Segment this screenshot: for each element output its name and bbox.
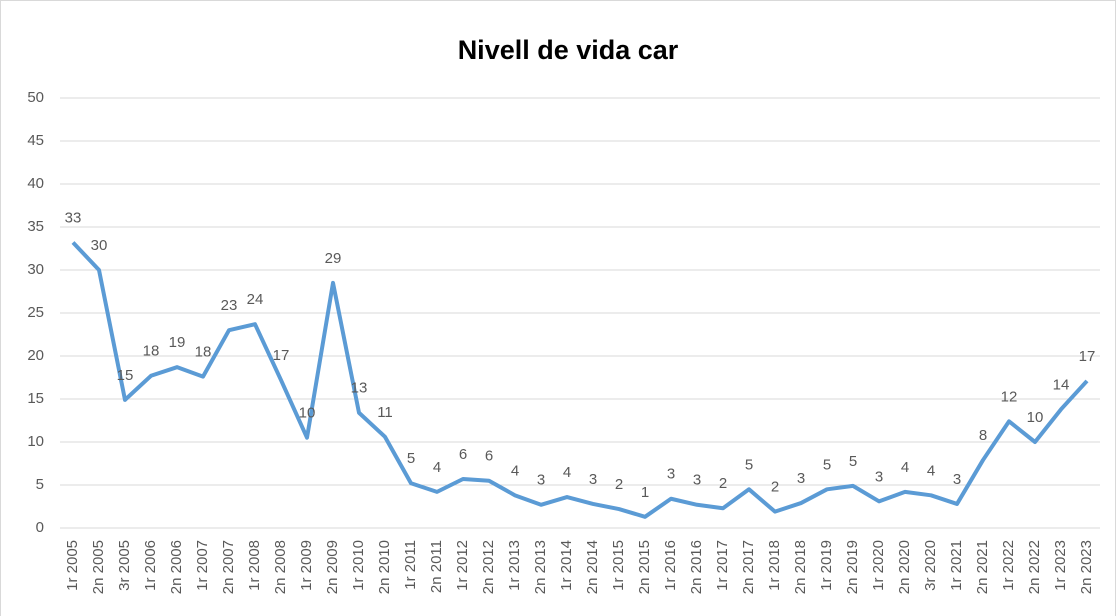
x-tick-label: 1r 2011 xyxy=(402,540,419,590)
data-label: 12 xyxy=(1001,388,1018,405)
data-label: 19 xyxy=(169,334,186,351)
y-tick-label: 30 xyxy=(27,261,44,278)
data-label: 1 xyxy=(641,484,649,501)
data-label: 15 xyxy=(117,367,134,384)
data-label: 14 xyxy=(1053,376,1070,393)
y-tick-label: 5 xyxy=(36,476,44,493)
x-tick-label: 2n 2005 xyxy=(90,540,107,594)
x-tick-label: 2n 2014 xyxy=(584,540,601,594)
x-tick-label: 2n 2020 xyxy=(896,540,913,594)
x-tick-label: 1r 2015 xyxy=(610,540,627,591)
data-label: 18 xyxy=(195,344,212,361)
data-label: 17 xyxy=(1079,348,1096,365)
data-label: 29 xyxy=(325,250,342,267)
data-label: 11 xyxy=(377,404,393,421)
y-tick-label: 35 xyxy=(27,218,44,235)
data-label: 4 xyxy=(433,459,441,476)
data-label: 24 xyxy=(247,291,264,308)
x-tick-label: 2n 2009 xyxy=(324,540,341,594)
x-tick-label: 1r 2013 xyxy=(506,540,523,591)
data-label: 3 xyxy=(693,472,701,489)
y-tick-label: 15 xyxy=(27,390,44,407)
x-tick-label: 1r 2014 xyxy=(558,540,575,591)
data-label: 3 xyxy=(953,471,961,488)
y-tick-label: 50 xyxy=(27,89,44,106)
x-tick-label: 1r 2012 xyxy=(454,540,471,591)
data-label: 5 xyxy=(823,456,831,473)
chart-title: Nivell de vida car xyxy=(458,35,679,65)
x-tick-label: 1r 2010 xyxy=(350,540,367,591)
x-tick-label: 2n 2010 xyxy=(376,540,393,594)
data-label: 4 xyxy=(563,464,571,481)
data-label: 5 xyxy=(849,453,857,470)
x-tick-label: 1r 2009 xyxy=(298,540,315,591)
data-label: 5 xyxy=(407,450,415,467)
x-tick-label: 2n 2021 xyxy=(974,540,991,594)
data-label: 10 xyxy=(299,405,316,422)
data-label: 6 xyxy=(485,448,493,465)
data-label: 4 xyxy=(927,462,935,479)
y-tick-label: 45 xyxy=(27,132,44,149)
x-tick-label: 1r 2016 xyxy=(662,540,679,591)
x-tick-label: 1r 2007 xyxy=(194,540,211,591)
data-label: 4 xyxy=(511,462,519,479)
data-label: 2 xyxy=(771,479,779,496)
data-label: 2 xyxy=(719,475,727,492)
x-tick-label: 3r 2020 xyxy=(922,540,939,591)
y-tick-label: 20 xyxy=(27,347,44,364)
data-label: 18 xyxy=(143,343,160,360)
y-tick-label: 25 xyxy=(27,304,44,321)
x-tick-label: 1r 2019 xyxy=(818,540,835,591)
data-label: 3 xyxy=(537,472,545,489)
data-label: 17 xyxy=(273,347,290,364)
data-label: 5 xyxy=(745,456,753,473)
x-tick-label: 1r 2008 xyxy=(246,540,263,591)
y-tick-label: 40 xyxy=(27,175,44,192)
data-label: 2 xyxy=(615,476,623,493)
data-label: 33 xyxy=(65,209,82,226)
data-label: 23 xyxy=(221,297,238,314)
data-label: 4 xyxy=(901,459,909,476)
data-label: 13 xyxy=(351,380,368,397)
data-label: 10 xyxy=(1027,409,1044,426)
data-label: 3 xyxy=(797,470,805,487)
x-tick-label: 1r 2020 xyxy=(870,540,887,591)
data-label: 30 xyxy=(91,237,108,254)
line xyxy=(71,241,1089,519)
x-tick-label: 2n 2016 xyxy=(688,540,705,594)
x-tick-label: 2n 2019 xyxy=(844,540,861,594)
x-tick-label: 2n 2008 xyxy=(272,540,289,594)
y-tick-label: 10 xyxy=(27,433,44,450)
x-tick-label: 1r 2023 xyxy=(1052,540,1069,591)
x-tick-label: 2n 2023 xyxy=(1078,540,1095,594)
x-tick-label: 2n 2015 xyxy=(636,540,653,594)
x-tick-label: 1r 2017 xyxy=(714,540,731,591)
x-tick-label: 2n 2006 xyxy=(168,540,185,594)
data-label: 3 xyxy=(667,466,675,483)
x-tick-label: 2n 2012 xyxy=(480,540,497,594)
x-tick-label: 1r 2006 xyxy=(142,540,159,591)
x-tick-label: 2n 2011 xyxy=(428,540,445,593)
x-tick-label: 2n 2022 xyxy=(1026,540,1043,594)
x-tick-label: 2n 2013 xyxy=(532,540,549,594)
data-label: 3 xyxy=(875,468,883,485)
x-tick-label: 2n 2017 xyxy=(740,540,757,594)
data-label: 6 xyxy=(459,446,467,463)
x-tick-label: 1r 2022 xyxy=(1000,540,1017,591)
x-tick-label: 2n 2018 xyxy=(792,540,809,594)
data-label: 3 xyxy=(589,471,597,488)
data-label: 8 xyxy=(979,427,987,444)
x-tick-label: 3r 2005 xyxy=(116,540,133,591)
x-tick-label: 1r 2021 xyxy=(948,540,965,591)
x-tick-label: 1r 2005 xyxy=(64,540,81,591)
y-tick-label: 0 xyxy=(36,519,44,536)
x-tick-label: 1r 2018 xyxy=(766,540,783,591)
x-tick-label: 2n 2007 xyxy=(220,540,237,594)
